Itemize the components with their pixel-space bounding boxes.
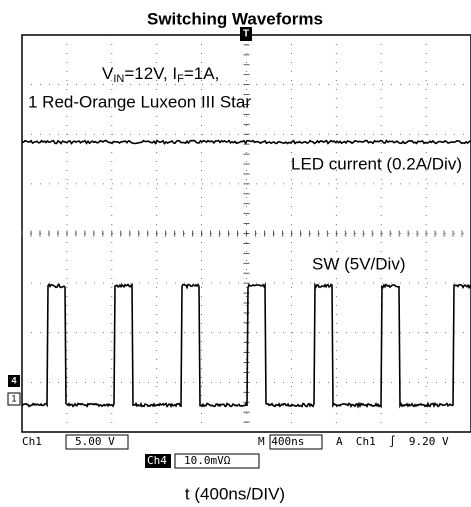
title: Switching Waveforms — [147, 9, 323, 28]
led-current-trace — [21, 139, 471, 145]
ch4-label: Ch4 — [147, 454, 167, 467]
ch4-marker — [8, 375, 20, 387]
ch1-marker — [7, 392, 21, 406]
led-current-label: LED current (0.2A/Div) — [291, 154, 462, 173]
sw-label: SW (5V/Div) — [312, 254, 406, 273]
condition-text: VIN=12V, IF=1A, — [102, 64, 219, 84]
trigger-marker — [240, 27, 252, 41]
ch1-scale-box — [65, 434, 129, 450]
sw-trace — [21, 282, 471, 409]
ch4-scale-box — [174, 453, 260, 469]
trigger-marker-label: T — [243, 29, 249, 40]
ch1-label: Ch1 — [22, 435, 42, 448]
ch1-scale: 5.00 V — [75, 435, 115, 448]
trigger: A Ch1 ∫ 9.20 V — [336, 435, 449, 448]
ch4-scale: 10.0mVΩ — [184, 454, 231, 467]
timebase-box — [269, 434, 323, 450]
ch4-marker-label: 4 — [11, 375, 16, 385]
timebase: M 400ns — [258, 435, 304, 448]
ch1-marker-label: 1 — [11, 393, 16, 403]
ch4-badge — [145, 454, 171, 468]
led-name: 1 Red-Orange Luxeon III Star — [28, 92, 251, 111]
grid — [21, 34, 471, 432]
x-axis-label: t (400ns/DIV) — [185, 484, 285, 503]
